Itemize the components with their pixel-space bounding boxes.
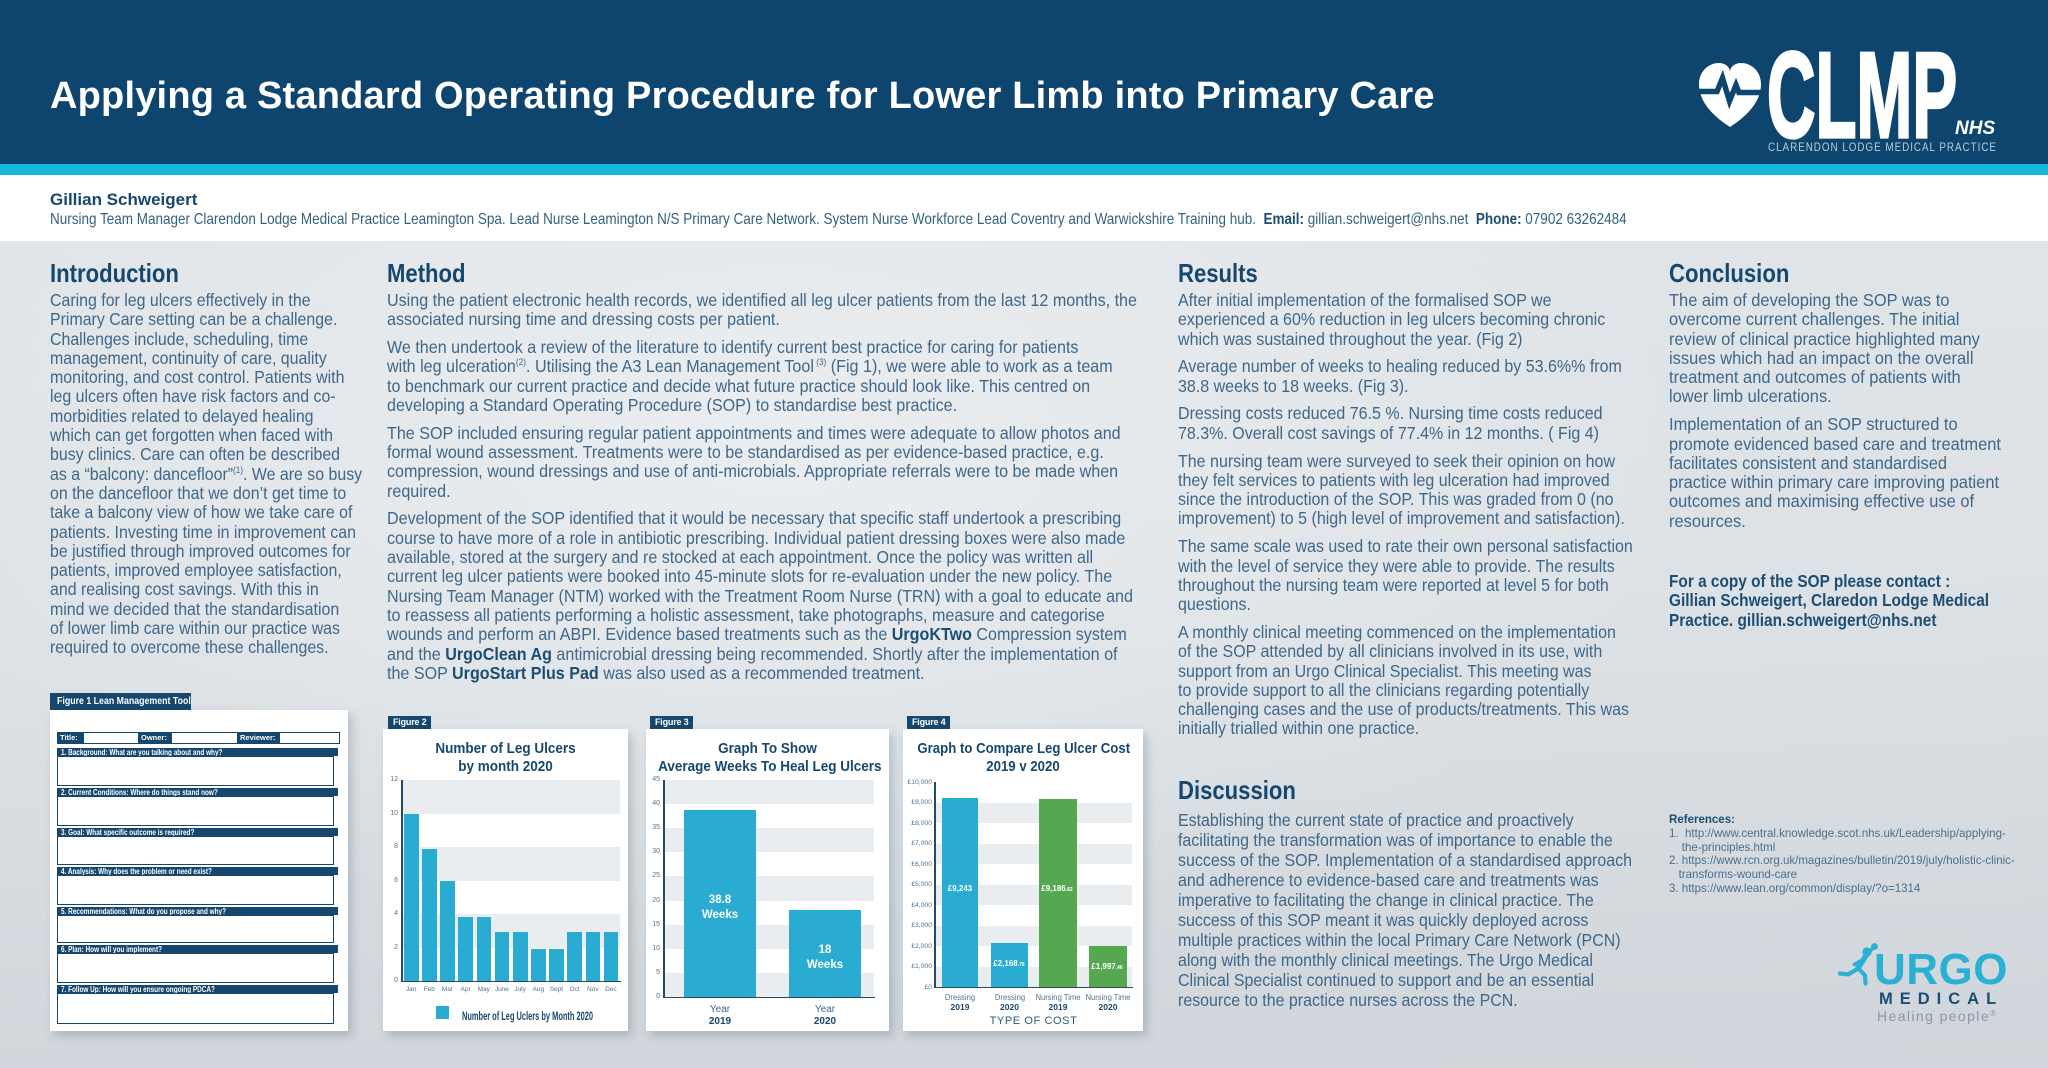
svg-text:NHS: NHS — [1955, 118, 1995, 139]
svg-text:Healing people®: Healing people® — [1877, 1008, 1998, 1024]
svg-text:CLMP: CLMP — [1767, 30, 1957, 160]
svg-text:CLARENDON LODGE MEDICAL PRACTI: CLARENDON LODGE MEDICAL PRACTICE — [1768, 141, 1997, 154]
svg-text:URGO: URGO — [1874, 945, 2008, 994]
svg-text:MEDICAL: MEDICAL — [1879, 990, 2003, 1008]
